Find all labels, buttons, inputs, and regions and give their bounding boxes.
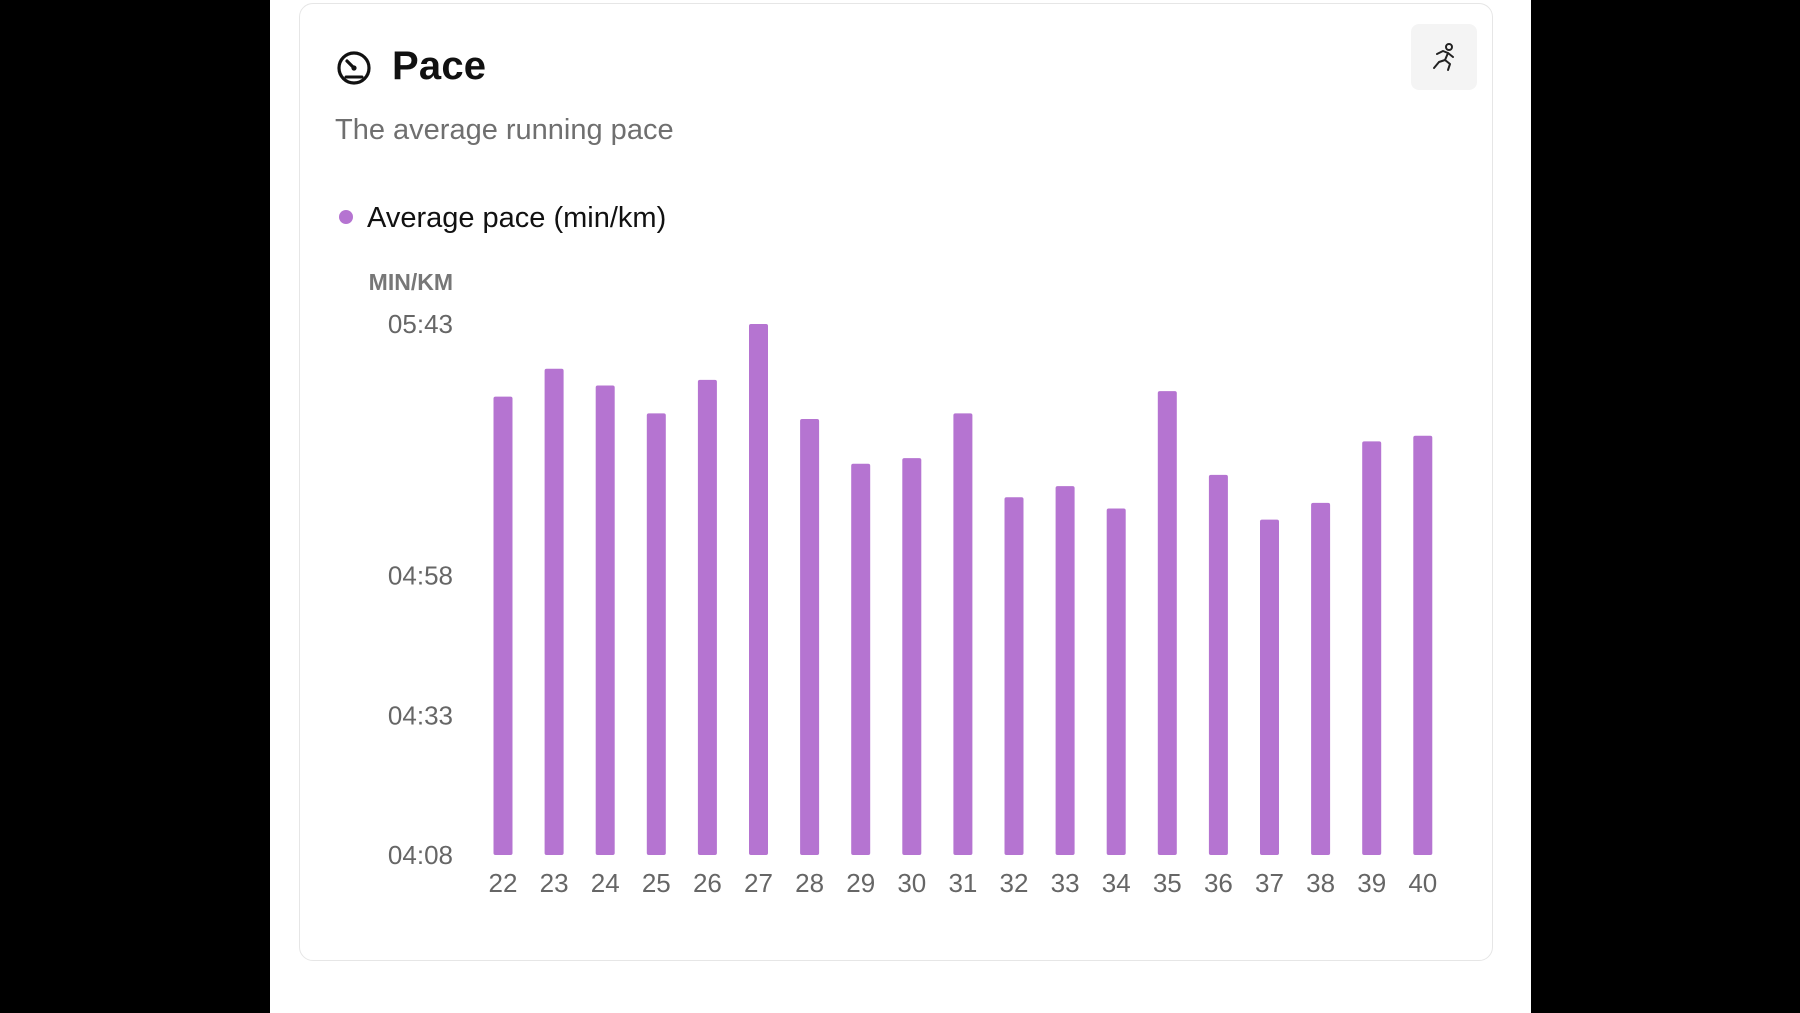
bar [1004, 497, 1024, 855]
x-tick-label: 30 [897, 868, 926, 898]
bar [749, 324, 768, 855]
x-tick-label: 40 [1408, 868, 1437, 898]
bar [697, 379, 717, 855]
x-tick-label: 35 [1153, 868, 1182, 898]
gauge-icon [337, 50, 371, 85]
bar [953, 413, 973, 855]
y-tick-label: 05:43 [388, 309, 453, 339]
x-tick-label: 28 [795, 868, 824, 898]
bar [1055, 486, 1075, 855]
bar [1413, 435, 1433, 855]
bar [1362, 441, 1382, 855]
bar [646, 413, 666, 855]
page: Pace The average running pace Average pa… [270, 0, 1531, 1013]
bar [544, 368, 564, 855]
y-tick-label: 04:58 [388, 561, 453, 591]
bar [800, 419, 820, 855]
pace-card: Pace The average running pace Average pa… [299, 3, 1493, 961]
bar [1157, 391, 1177, 855]
x-tick-label: 31 [948, 868, 977, 898]
y-tick-label: 04:08 [388, 840, 453, 870]
x-tick-label: 24 [591, 868, 620, 898]
x-tick-label: 22 [489, 868, 518, 898]
x-tick-label: 33 [1051, 868, 1080, 898]
x-tick-label: 38 [1306, 868, 1335, 898]
chart-legend: Average pace (min/km) [339, 202, 666, 234]
legend-dot [339, 210, 353, 224]
bar [851, 463, 871, 855]
card-header: Pace [335, 44, 486, 89]
x-tick-label: 32 [1000, 868, 1029, 898]
bar [493, 396, 513, 855]
card-title: Pace [392, 44, 487, 88]
y-axis-ticks: 05:43 04:58 04:33 04:08 [388, 309, 453, 870]
x-tick-label: 37 [1255, 868, 1284, 898]
legend-label: Average pace (min/km) [367, 202, 666, 234]
y-tick-label: 04:33 [388, 700, 453, 730]
bar [1208, 474, 1228, 855]
x-tick-label: 26 [693, 868, 722, 898]
runner-icon [1433, 43, 1454, 71]
card-subtitle: The average running pace [335, 114, 674, 146]
bar [1311, 502, 1331, 855]
x-axis-ticks: 22 23 24 25 26 27 28 29 30 31 32 33 34 35 36 37 38 39 40 [489, 868, 1438, 898]
x-tick-label: 39 [1357, 868, 1386, 898]
runner-button[interactable] [1411, 24, 1477, 90]
y-axis-unit: MIN/KM [369, 269, 453, 295]
x-tick-label: 36 [1204, 868, 1233, 898]
bar [902, 458, 922, 855]
bar-series [493, 324, 1433, 855]
bar [1260, 519, 1279, 855]
x-tick-label: 23 [540, 868, 569, 898]
bar [1106, 508, 1126, 855]
x-tick-label: 29 [846, 868, 875, 898]
x-tick-label: 27 [744, 868, 773, 898]
x-tick-label: 25 [642, 868, 671, 898]
x-tick-label: 34 [1102, 868, 1131, 898]
bar [595, 385, 615, 855]
pace-bar-chart: Average pace (min/km) MIN/KM 05:4304:580… [339, 202, 1438, 898]
